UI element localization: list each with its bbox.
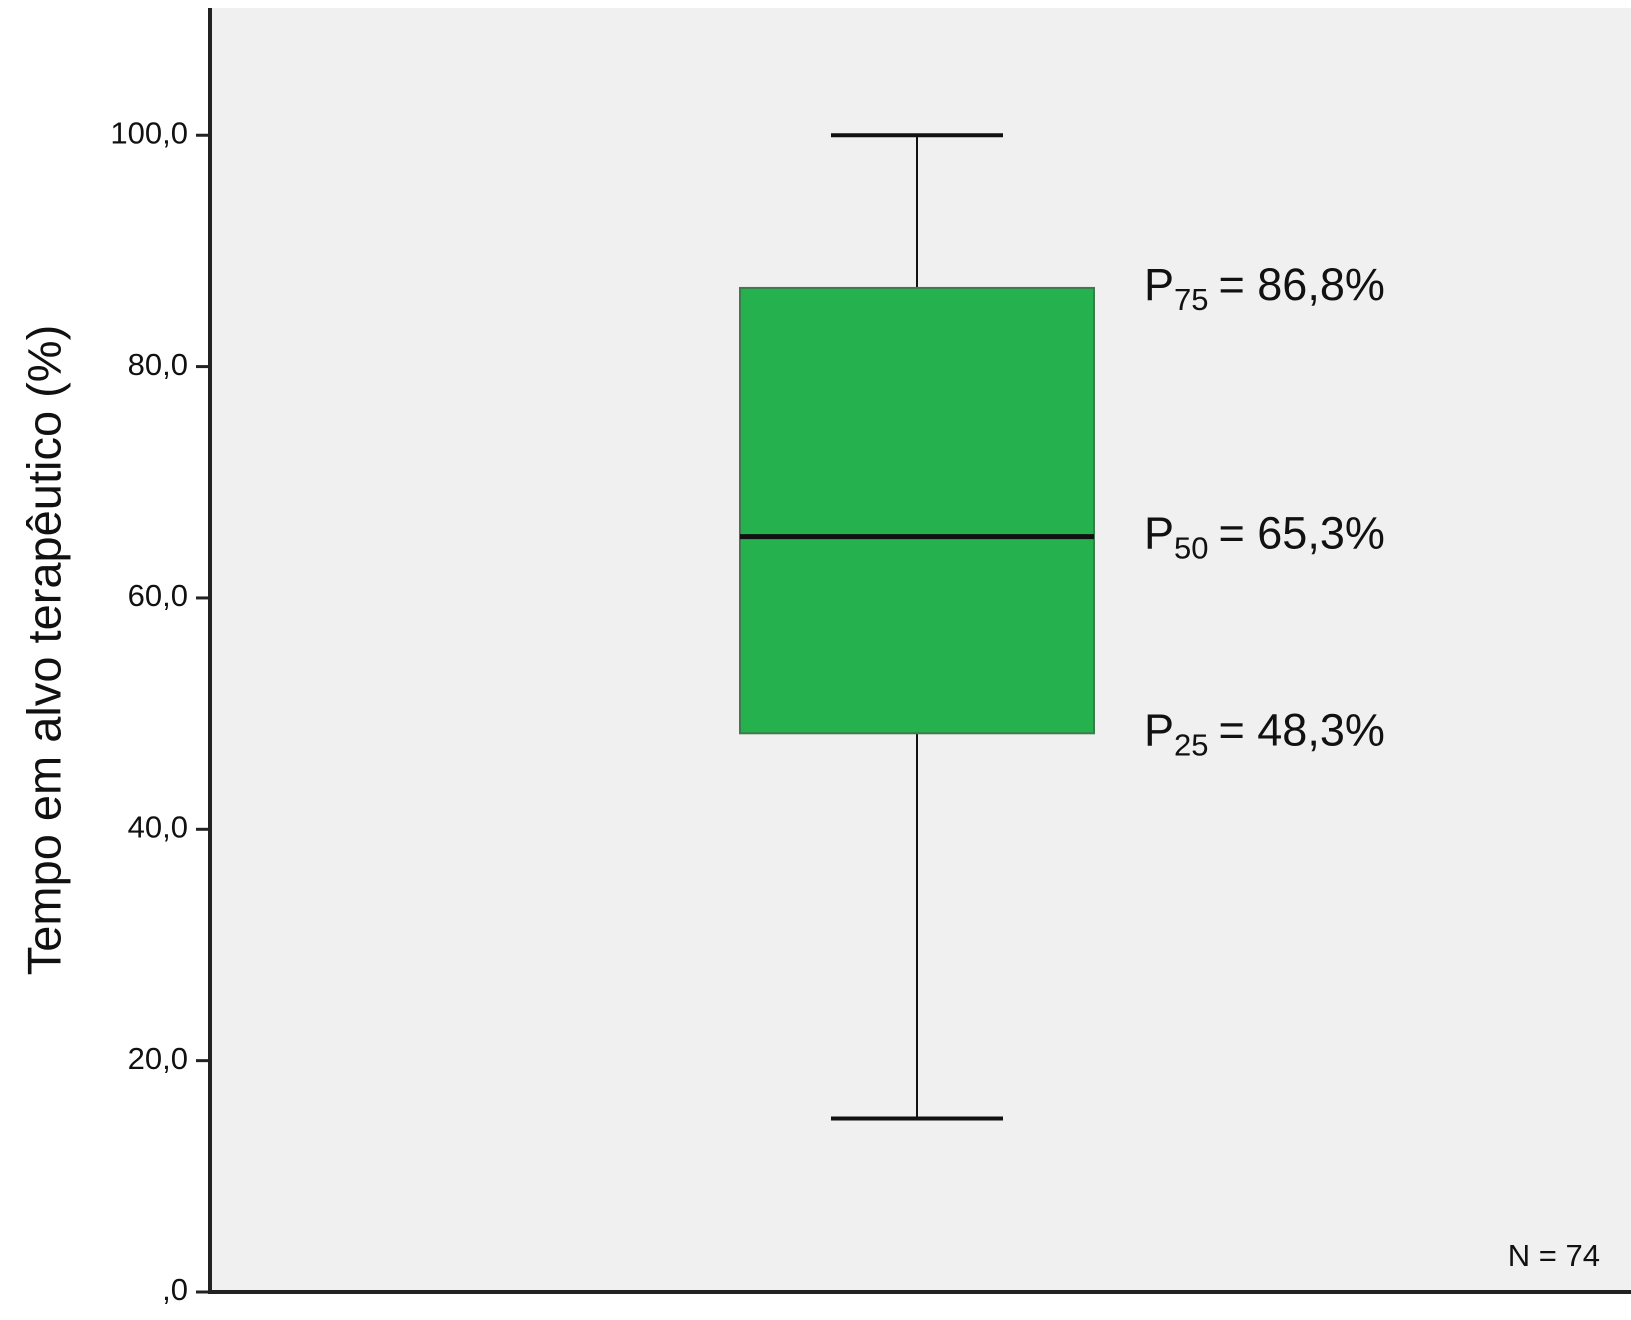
- y-tick-label: 20,0: [128, 1041, 188, 1076]
- annotation: P75 = 86,8%: [1144, 259, 1385, 317]
- annotation-symbol: P: [1144, 508, 1174, 559]
- annotation: P25 = 48,3%: [1144, 704, 1385, 762]
- annotation-subscript: 75: [1174, 282, 1208, 317]
- annotation-symbol: P: [1144, 704, 1174, 755]
- box: [739, 286, 1095, 735]
- y-axis-label: Tempo em alvo terapêutico (%): [17, 325, 70, 975]
- y-tick-label: ,0: [162, 1272, 188, 1307]
- y-tick-label: 40,0: [128, 809, 188, 844]
- n-label: N = 74: [1508, 1238, 1600, 1273]
- y-tick-label: 80,0: [128, 347, 188, 382]
- annotation: P50 = 65,3%: [1144, 508, 1385, 566]
- y-tick-label: 60,0: [128, 578, 188, 613]
- annotation-label: = 86,8%: [1219, 259, 1385, 310]
- annotation-label: = 48,3%: [1219, 704, 1385, 755]
- y-tick-label: 100,0: [110, 115, 188, 150]
- annotation-subscript: 50: [1174, 531, 1208, 566]
- annotation-subscript: 25: [1174, 727, 1208, 762]
- annotation-symbol: P: [1144, 259, 1174, 310]
- annotation-label: = 65,3%: [1219, 508, 1385, 559]
